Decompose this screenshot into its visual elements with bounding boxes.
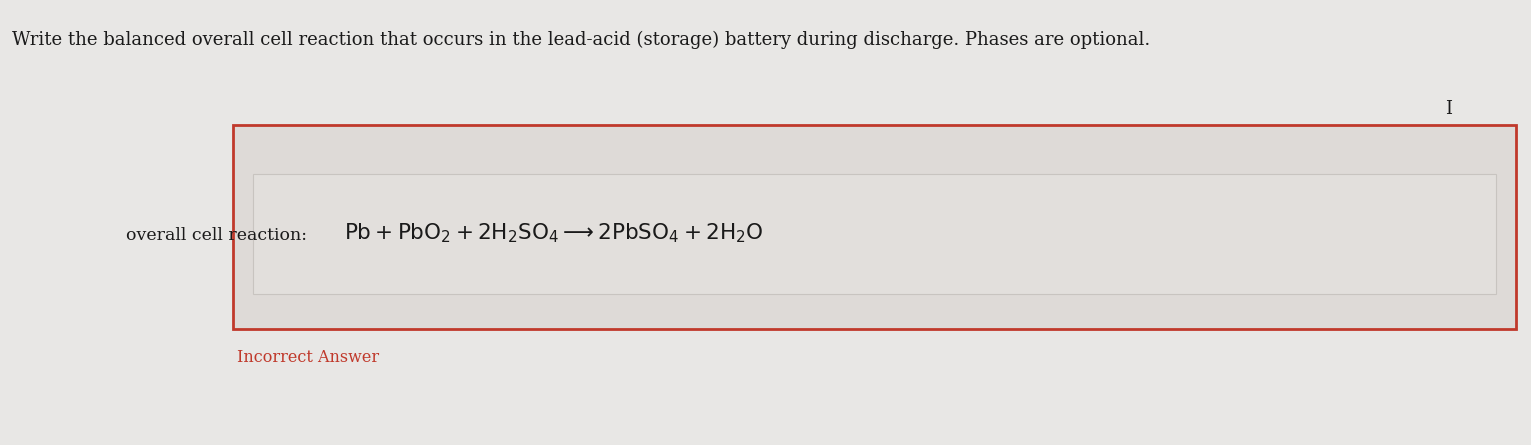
FancyBboxPatch shape [233,125,1516,329]
Text: $\mathrm{Pb + PbO_2 + 2H_2SO_4 \longrightarrow 2PbSO_4 + 2H_2O}$: $\mathrm{Pb + PbO_2 + 2H_2SO_4 \longrigh… [344,222,764,246]
Text: Write the balanced overall cell reaction that occurs in the lead-acid (storage) : Write the balanced overall cell reaction… [12,31,1150,49]
FancyBboxPatch shape [253,174,1496,294]
Text: I: I [1445,100,1453,118]
Text: Incorrect Answer: Incorrect Answer [237,349,380,366]
Text: overall cell reaction:: overall cell reaction: [126,227,306,244]
